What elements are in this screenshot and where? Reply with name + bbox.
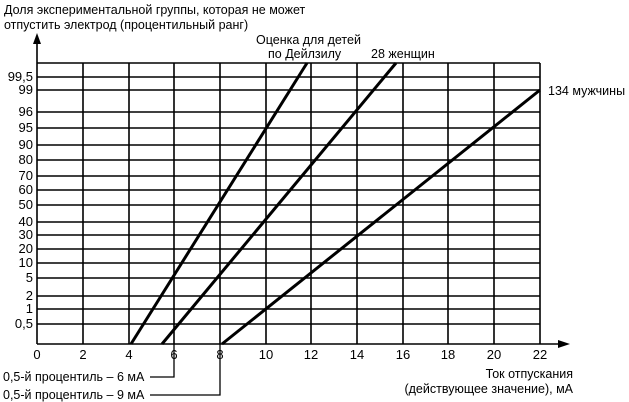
y-tick-label: 60 <box>18 182 33 197</box>
y-tick-label: 30 <box>18 227 33 242</box>
x-tick-label: 4 <box>125 347 133 362</box>
legend-women: 28 женщин <box>371 47 435 61</box>
leader-9ma <box>150 344 221 396</box>
y-tick-label: 80 <box>18 152 33 167</box>
y-tick-label: 95 <box>18 120 33 135</box>
series-children <box>129 62 309 345</box>
y-tick-label: 99 <box>18 82 33 97</box>
annotation-9ma: 0,5-й процентиль – 9 мА <box>3 388 145 402</box>
y-tick-label: 50 <box>18 197 33 212</box>
x-tick-label: 18 <box>440 347 456 362</box>
x-tick-label: 6 <box>170 347 178 362</box>
x-tick-label: 14 <box>349 347 365 362</box>
y-axis-arrow-icon <box>33 33 41 44</box>
y-tick-label: 40 <box>18 214 33 229</box>
legend-children-line1: Оценка для детей <box>256 33 361 47</box>
x-axis-arrow-icon <box>558 340 570 348</box>
x-tick-label: 12 <box>303 347 319 362</box>
x-tick-label: 22 <box>532 347 548 362</box>
x-tick-label: 10 <box>258 347 274 362</box>
y-tick-label: 5 <box>25 270 33 285</box>
x-tick-label: 2 <box>79 347 87 362</box>
y-tick-label: 0,5 <box>14 316 33 331</box>
y-tick-label: 2 <box>25 288 33 303</box>
y-tick-label: 99,5 <box>7 69 33 84</box>
annotation-6ma: 0,5-й процентиль – 6 мА <box>3 370 145 384</box>
y-tick-label: 1 <box>25 301 33 316</box>
series-lines <box>129 62 541 346</box>
leader-6ma <box>150 344 175 378</box>
x-tick-label: 8 <box>216 347 224 362</box>
x-tick-label: 0 <box>33 347 41 362</box>
x-axis-label-line2: (действующее значение), мА <box>404 382 573 396</box>
grid <box>37 62 541 344</box>
axes <box>33 33 570 396</box>
y-tick-label: 90 <box>18 137 33 152</box>
y-axis-label-line2: отпустить электрод (процентильный ранг) <box>4 18 249 32</box>
x-axis-label-line1: Ток отпускания <box>485 367 573 381</box>
y-tick-label: 70 <box>18 168 33 183</box>
legend-children-line2: по Дейлзилу <box>268 47 342 61</box>
y-tick-label: 10 <box>18 255 33 270</box>
x-tick-label: 20 <box>486 347 502 362</box>
series-men <box>221 88 541 346</box>
y-axis-label-line1: Доля экспериментальной группы, которая н… <box>4 3 306 17</box>
y-tick-label: 20 <box>18 241 33 256</box>
x-tick-label: 16 <box>395 347 411 362</box>
y-tick-label: 96 <box>18 104 33 119</box>
legend-men: 134 мужчины <box>548 84 626 98</box>
series-women <box>160 62 398 345</box>
